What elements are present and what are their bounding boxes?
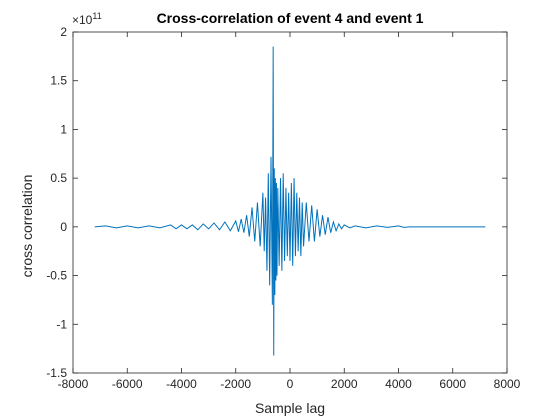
series-line-0 — [94, 46, 486, 356]
x-tick-label: -2000 — [220, 377, 251, 391]
y-tick-label: 1 — [60, 122, 67, 136]
y-axis-exponent: ×1011 — [72, 11, 102, 27]
plot-area: -8000 -6000 -4000 -2000 0 2000 4000 6000 8000 -1.… — [46, 25, 520, 391]
y-axis-label: cross correlation — [19, 175, 35, 278]
x-tick-label: -6000 — [112, 377, 143, 391]
y-tick-label: -0.5 — [46, 269, 67, 283]
y-tick-label: 1.5 — [50, 74, 67, 88]
x-tick-label: 8000 — [494, 377, 521, 391]
y-tick-label: -1.5 — [46, 366, 67, 380]
y-tick-label: 0 — [60, 220, 67, 234]
x-tick-label: 6000 — [439, 377, 466, 391]
y-tick-label: 2 — [60, 25, 67, 39]
axes-box — [72, 31, 508, 374]
x-tick-label: -4000 — [166, 377, 197, 391]
x-tick-label: -8000 — [58, 377, 89, 391]
x-tick-label: 0 — [287, 377, 294, 391]
y-tick-label: 0.5 — [50, 171, 67, 185]
y-tick-label: -1 — [56, 317, 67, 331]
x-tick-label: 2000 — [331, 377, 358, 391]
x-tick-label: 4000 — [385, 377, 412, 391]
x-axis-label: Sample lag — [255, 400, 325, 416]
chart-title: Cross-correlation of event 4 and event 1 — [157, 10, 424, 26]
